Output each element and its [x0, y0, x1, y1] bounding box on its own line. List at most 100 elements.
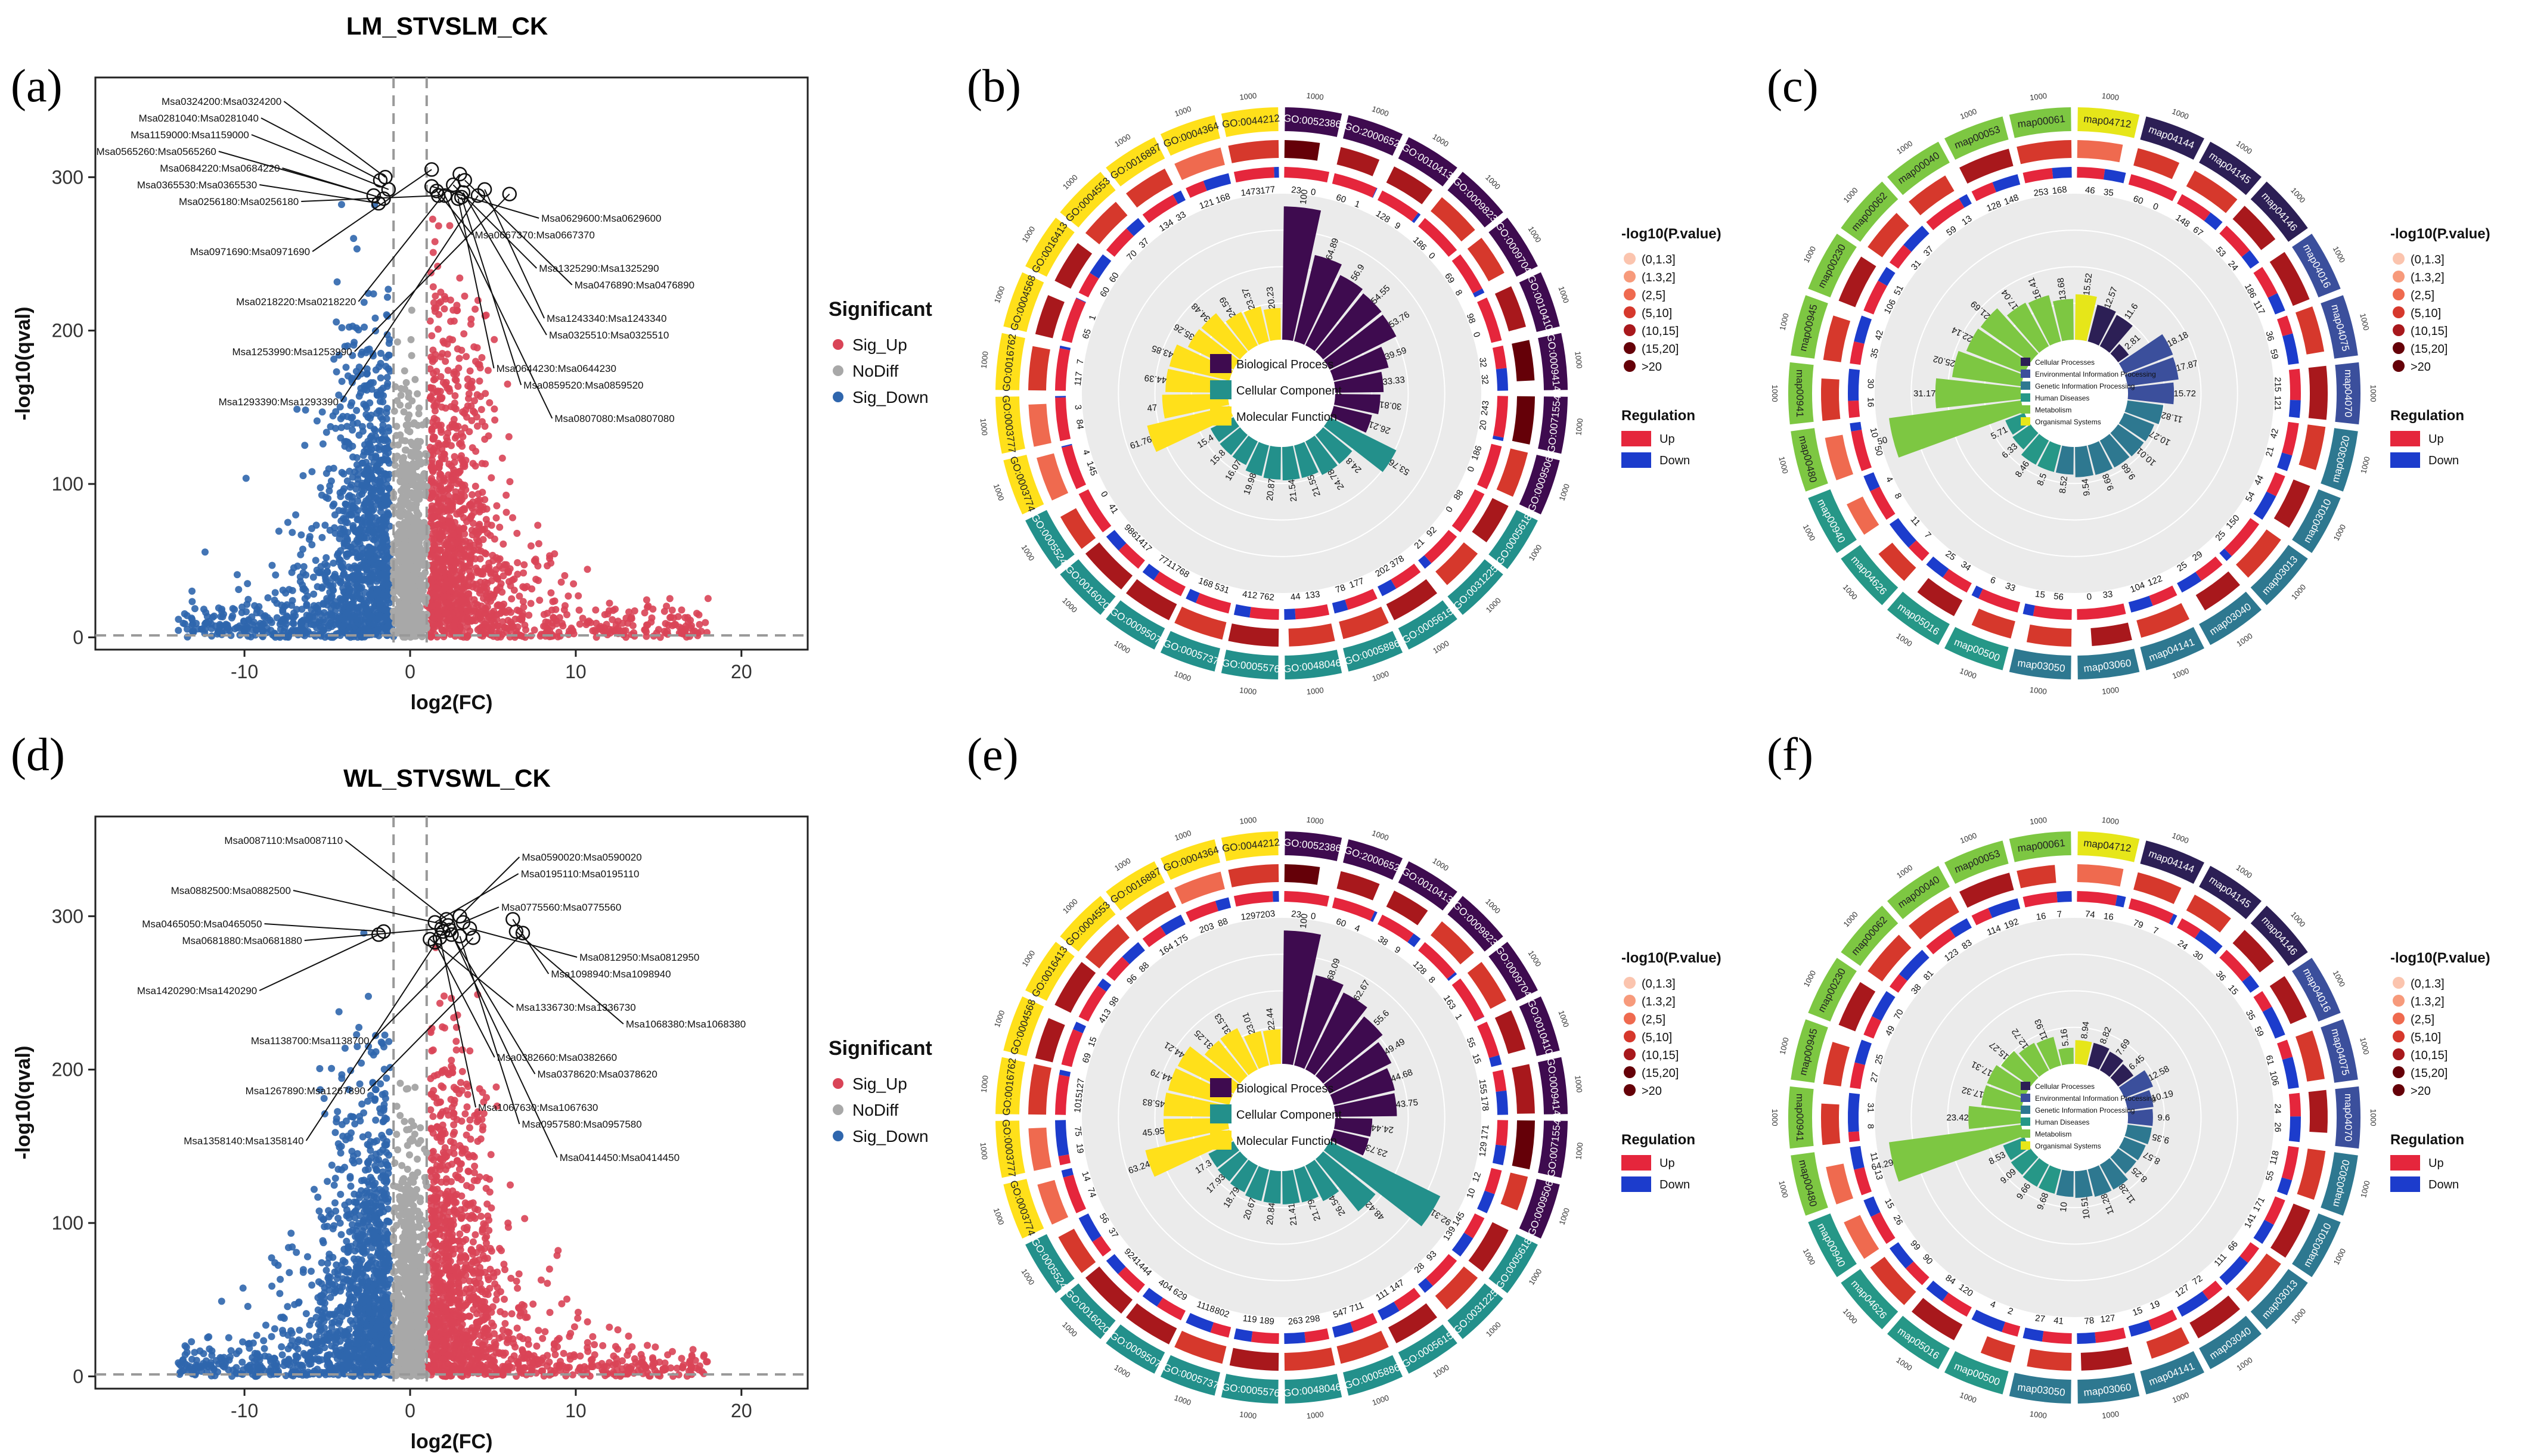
- point-sig-down: [370, 606, 378, 613]
- point-sig-down: [360, 299, 368, 306]
- point-sig-up: [514, 559, 522, 567]
- gene-label: Msa0971690:Msa0971690: [190, 246, 310, 257]
- point-sig-down: [367, 503, 374, 511]
- legend-title: Significant: [829, 298, 932, 321]
- point-sig-down: [200, 1350, 207, 1358]
- point-sig-up: [462, 486, 470, 493]
- point-sig-up: [534, 521, 542, 529]
- point-sig-down: [361, 470, 368, 478]
- point-sig-up: [551, 550, 559, 558]
- legend-item: Sig_Down: [852, 388, 929, 406]
- point-sig-down: [348, 378, 356, 386]
- point-sig-up: [455, 468, 463, 476]
- point-sig-up: [535, 540, 542, 548]
- point-sig-up: [474, 361, 482, 368]
- point-sig-down: [376, 534, 383, 542]
- point-sig-up: [493, 502, 501, 510]
- x-tick-label: 20: [731, 661, 752, 682]
- point-sig-up: [472, 617, 479, 625]
- point-sig-down: [305, 1332, 313, 1340]
- panel-label-c: (c): [1767, 60, 1819, 111]
- point-sig-down: [330, 464, 337, 472]
- gene-label: Msa0218220:Msa0218220: [236, 296, 356, 308]
- point-sig-up: [488, 521, 495, 529]
- point-sig-down: [260, 1337, 268, 1345]
- point-sig-up: [531, 626, 538, 634]
- point-nodiff: [408, 605, 415, 613]
- point-sig-down: [318, 408, 326, 416]
- point-sig-down: [308, 1281, 316, 1289]
- point-sig-up: [492, 1083, 500, 1091]
- point-sig-down: [190, 627, 197, 635]
- point-sig-up: [464, 591, 472, 598]
- point-sig-down: [175, 626, 182, 634]
- point-sig-down: [334, 550, 342, 557]
- gene-label: Msa0859520:Msa0859520: [523, 380, 643, 391]
- point-sig-down: [376, 446, 383, 454]
- point-sig-up: [467, 380, 474, 388]
- point-sig-down: [349, 352, 356, 359]
- point-sig-up: [427, 353, 435, 361]
- point-sig-up: [455, 364, 463, 372]
- point-sig-up: [557, 578, 565, 586]
- point-sig-up: [671, 621, 678, 629]
- point-nodiff: [401, 622, 409, 629]
- point-sig-down: [353, 406, 361, 414]
- point-sig-down: [353, 613, 361, 621]
- point-nodiff: [408, 306, 415, 314]
- point-sig-up: [435, 325, 442, 333]
- point-sig-up: [457, 583, 465, 591]
- point-sig-down: [317, 484, 324, 492]
- point-sig-up: [451, 375, 459, 383]
- point-sig-down: [355, 1023, 363, 1031]
- point-sig-up: [476, 496, 484, 504]
- point-sig-down: [377, 413, 384, 421]
- point-nodiff: [397, 385, 405, 392]
- point-sig-down: [251, 602, 259, 610]
- point-sig-down: [371, 314, 379, 322]
- point-sig-down: [315, 569, 322, 576]
- point-nodiff: [411, 375, 419, 383]
- point-sig-up: [509, 514, 516, 521]
- point-sig-down: [286, 1269, 293, 1277]
- point-sig-down: [349, 442, 356, 450]
- point-sig-down: [343, 423, 351, 430]
- point-sig-up: [465, 607, 473, 614]
- point-sig-down: [330, 559, 337, 567]
- point-sig-down: [308, 1268, 315, 1275]
- point-nodiff: [410, 582, 417, 590]
- point-sig-up: [510, 586, 518, 594]
- point-sig-down: [321, 1223, 328, 1231]
- point-sig-up: [521, 584, 529, 592]
- point-sig-up: [482, 1185, 490, 1192]
- point-sig-up: [427, 1106, 435, 1114]
- y-axis-label: -log10(qval): [12, 307, 35, 421]
- point-sig-up: [478, 418, 486, 426]
- point-sig-down: [208, 1352, 216, 1359]
- point-sig-down: [290, 564, 297, 572]
- point-sig-down: [377, 488, 385, 495]
- point-sig-up: [427, 384, 435, 392]
- point-sig-down: [385, 1038, 393, 1045]
- point-sig-down: [275, 527, 283, 535]
- point-sig-down: [321, 560, 329, 567]
- panel-label-a: (a): [11, 60, 63, 111]
- point-sig-down: [383, 374, 391, 381]
- point-sig-up: [441, 305, 448, 313]
- point-sig-up: [570, 580, 578, 588]
- point-sig-up: [561, 572, 569, 579]
- point-sig-down: [365, 495, 373, 502]
- point-sig-down: [322, 554, 330, 561]
- point-sig-up: [438, 429, 445, 436]
- point-sig-down: [354, 507, 362, 514]
- point-sig-up: [527, 600, 535, 607]
- point-sig-up: [533, 1342, 541, 1350]
- point-sig-up: [482, 460, 489, 468]
- point-sig-down: [353, 245, 361, 253]
- point-sig-up: [442, 358, 449, 365]
- point-sig-up: [435, 507, 442, 515]
- point-sig-down: [242, 474, 250, 482]
- point-sig-up: [491, 1339, 498, 1346]
- point-sig-down: [203, 613, 211, 620]
- point-sig-down: [358, 583, 365, 591]
